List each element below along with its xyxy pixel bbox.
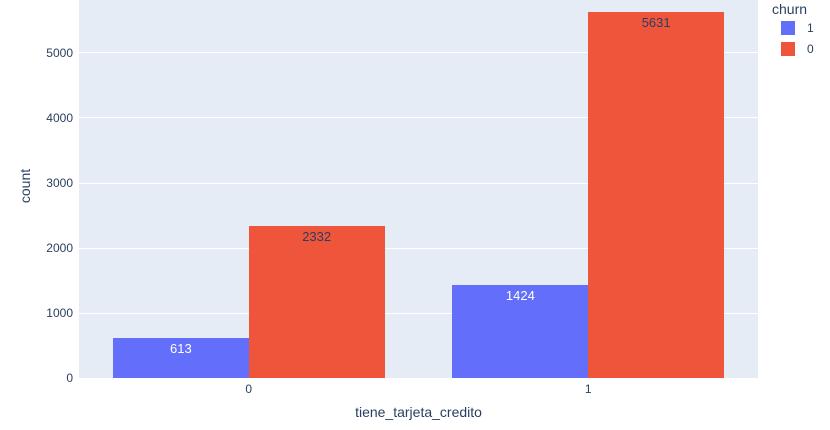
legend-item-label: 1 <box>807 21 814 35</box>
gridline-5000 <box>79 52 758 54</box>
y-tick-label-4000: 4000 <box>46 110 73 125</box>
y-tick-label-3000: 3000 <box>46 175 73 190</box>
legend-title: churn <box>772 1 808 17</box>
bar-churn-0-x1[interactable]: 5631 <box>588 11 725 378</box>
legend-item-1[interactable]: 1 <box>772 21 814 35</box>
x-axis-title: tiene_tarjeta_credito <box>355 404 482 420</box>
bar-value-label: 1424 <box>505 288 535 304</box>
bar-value-label: 2332 <box>302 229 332 245</box>
y-tick-label-5000: 5000 <box>46 45 73 60</box>
y-tick-label-2000: 2000 <box>46 240 73 255</box>
gridline-4000 <box>79 117 758 119</box>
bar-churn-1-x0[interactable]: 613 <box>112 338 249 378</box>
bar-value-label: 5631 <box>641 14 671 30</box>
x-tick-label-0: 0 <box>245 382 253 396</box>
legend-item-0[interactable]: 0 <box>772 42 814 56</box>
bar-value-label: 613 <box>169 341 192 357</box>
bar-churn-1-x1[interactable]: 1424 <box>452 285 589 378</box>
legend-item-label: 0 <box>807 42 814 56</box>
gridline-3000 <box>79 182 758 184</box>
legend-swatch-icon <box>781 21 795 35</box>
legend-swatch-icon <box>781 42 795 56</box>
bar-churn-0-x0[interactable]: 2332 <box>248 226 385 378</box>
y-tick-label-1000: 1000 <box>46 305 73 320</box>
plot-area: 613 1424 2332 5631 <box>79 0 758 378</box>
x-tick-label-1: 1 <box>584 382 592 396</box>
y-tick-label-0: 0 <box>66 371 73 385</box>
gridline-1000 <box>79 312 758 314</box>
gridline-2000 <box>79 247 758 249</box>
